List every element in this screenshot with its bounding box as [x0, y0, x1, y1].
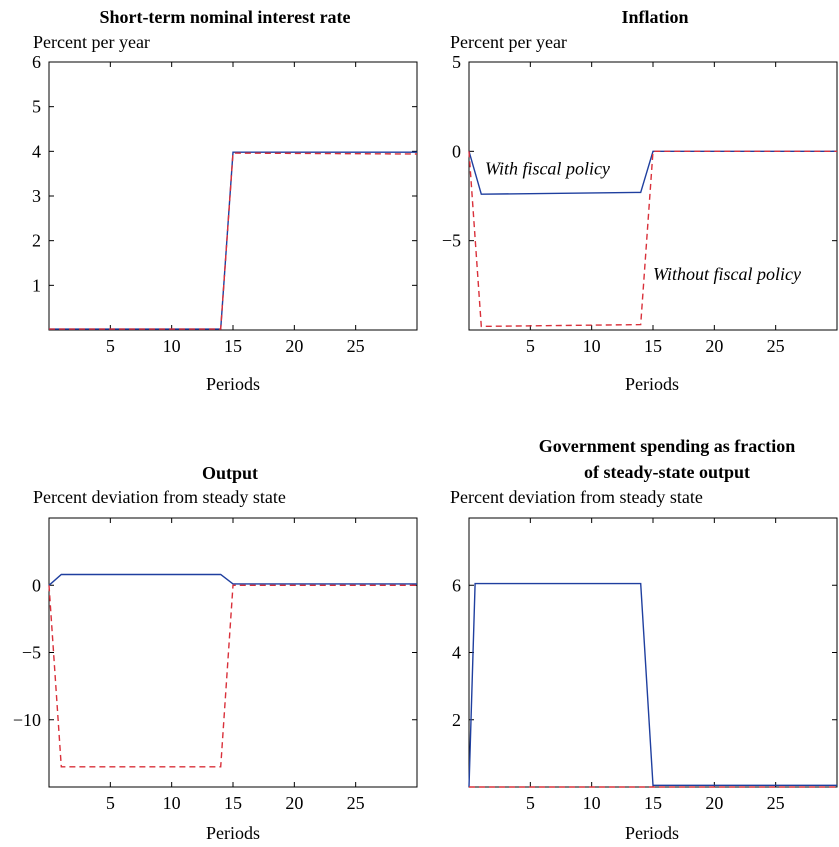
- x-tick-label: 15: [224, 336, 242, 356]
- panel-title-line-2: of steady-state output: [584, 462, 750, 482]
- panel-ylabel: Percent deviation from steady state: [450, 487, 703, 507]
- annotation-label: Without fiscal policy: [653, 264, 801, 284]
- y-tick-label: 4: [452, 643, 461, 663]
- x-tick-label: 10: [163, 793, 181, 813]
- x-tick-label: 15: [224, 793, 242, 813]
- y-tick-label: 6: [32, 52, 41, 72]
- panel-title: Output: [202, 463, 258, 483]
- series-line-without-fiscal-policy: [468, 150, 837, 328]
- x-tick-label: 15: [644, 793, 662, 813]
- y-tick-label: 0: [32, 575, 41, 595]
- panel-title: Inflation: [621, 7, 688, 27]
- panel-inflation: Inflation Percent per year 5 10 15 20 25−505…: [442, 7, 838, 394]
- panel-xlabel: Periods: [206, 374, 260, 394]
- y-tick-label: 3: [32, 186, 41, 206]
- y-tick-label: 0: [452, 141, 461, 161]
- x-tick-label: 25: [767, 336, 785, 356]
- series-line-with-fiscal-policy: [468, 582, 837, 788]
- x-tick-label: 5: [526, 793, 535, 813]
- y-tick-label: 6: [452, 575, 461, 595]
- panel-title-line-1: Government spending as fraction: [539, 436, 796, 456]
- plot-area: 5 10 15 20 25 1 2 3 4 5 6: [32, 52, 418, 356]
- y-tick-label: 2: [452, 710, 461, 730]
- panel-government-spending: Government spending as fraction of stead…: [450, 436, 838, 843]
- plot-area: 5 10 15 20 25 −10 −5 0: [13, 517, 418, 813]
- x-tick-label: 20: [285, 793, 303, 813]
- x-tick-label: 10: [583, 793, 601, 813]
- panel-ylabel: Percent per year: [33, 32, 150, 52]
- y-tick-label: 1: [32, 275, 41, 295]
- panel-output: Output Percent deviation from steady sta…: [13, 463, 418, 843]
- series-line-with-fiscal-policy: [48, 573, 417, 586]
- y-tick-label: 5: [452, 52, 461, 72]
- panel-title: Short-term nominal interest rate: [99, 7, 350, 27]
- plot-area: 5 10 15 20 25 2 4 6: [452, 517, 838, 813]
- x-tick-label: 10: [163, 336, 181, 356]
- panel-xlabel: Periods: [625, 374, 679, 394]
- plot-area: 5 10 15 20 25 −5 0 5 With fiscal policy Without f…: [442, 52, 838, 356]
- x-tick-label: 15: [644, 336, 662, 356]
- y-tick-label: 2: [32, 231, 41, 251]
- plot-frame: [468, 517, 838, 788]
- y-tick-label: 4: [32, 141, 41, 161]
- panel-ylabel: Percent deviation from steady state: [33, 487, 286, 507]
- series-line-with-fiscal-policy: [49, 151, 417, 330]
- x-tick-label: 20: [705, 793, 723, 813]
- x-tick-label: 5: [106, 793, 115, 813]
- plot-frame: [48, 61, 418, 331]
- x-tick-label: 25: [347, 793, 365, 813]
- x-tick-label: 25: [767, 793, 785, 813]
- x-tick-label: 5: [106, 336, 115, 356]
- y-tick-label: −10: [13, 710, 41, 730]
- x-tick-label: 10: [583, 336, 601, 356]
- panel-ylabel: Percent per year: [450, 32, 567, 52]
- y-tick-label: 5: [32, 97, 41, 117]
- x-tick-label: 20: [705, 336, 723, 356]
- plot-frame: [48, 517, 418, 788]
- panel-interest-rate: Short-term nominal interest rate Percent…: [32, 7, 418, 394]
- series-line-without-fiscal-policy: [49, 152, 418, 330]
- annotation-label: With fiscal policy: [485, 159, 610, 179]
- panel-xlabel: Periods: [206, 823, 260, 843]
- panel-xlabel: Periods: [625, 823, 679, 843]
- y-tick-label: −5: [22, 643, 41, 663]
- x-tick-label: 25: [347, 336, 365, 356]
- y-tick-label: −5: [442, 231, 461, 251]
- plot-frame: [468, 61, 838, 331]
- series-line-without-fiscal-policy: [48, 584, 417, 768]
- x-tick-label: 20: [285, 336, 303, 356]
- x-tick-label: 5: [526, 336, 535, 356]
